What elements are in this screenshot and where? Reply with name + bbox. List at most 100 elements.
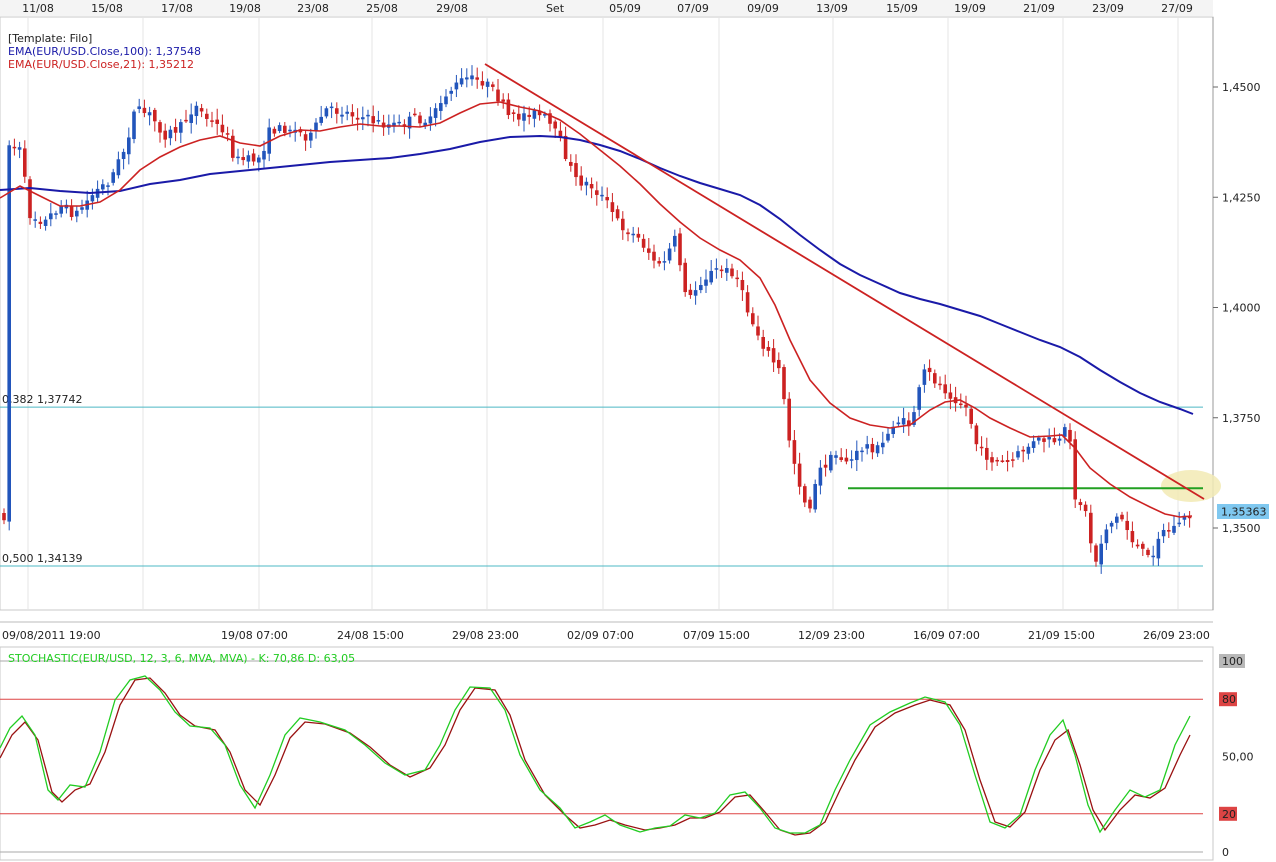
bull-candle bbox=[449, 90, 453, 94]
bear-candle bbox=[1005, 460, 1010, 463]
top-date-label: 19/09 bbox=[954, 2, 986, 15]
bull-candle bbox=[1161, 529, 1166, 537]
bull-candle bbox=[886, 433, 890, 441]
bear-candle bbox=[251, 153, 256, 162]
top-date-label: 09/09 bbox=[747, 2, 779, 15]
bear-candle bbox=[231, 135, 235, 158]
bear-candle bbox=[163, 130, 167, 140]
bear-candle bbox=[647, 248, 651, 253]
bull-candle bbox=[693, 290, 698, 296]
bear-candle bbox=[745, 292, 750, 313]
bear-candle bbox=[735, 277, 739, 280]
bear-candle bbox=[413, 113, 417, 116]
time-tick-label: 21/09 15:00 bbox=[1028, 629, 1095, 642]
time-tick-label: 26/09 23:00 bbox=[1143, 629, 1210, 642]
bull-candle bbox=[324, 108, 329, 117]
bear-candle bbox=[1042, 438, 1046, 442]
bear-candle bbox=[548, 113, 552, 124]
top-date-label: 29/08 bbox=[436, 2, 468, 15]
bull-candle bbox=[912, 412, 916, 425]
bull-candle bbox=[896, 422, 901, 425]
bear-candle bbox=[158, 122, 162, 133]
bull-candle bbox=[584, 181, 589, 186]
bear-candle bbox=[69, 205, 74, 217]
top-date-label: 17/08 bbox=[161, 2, 193, 15]
bear-candle bbox=[943, 384, 947, 394]
bear-candle bbox=[142, 107, 147, 114]
bear-candle bbox=[1167, 530, 1171, 532]
bear-candle bbox=[480, 81, 485, 86]
bear-candle bbox=[979, 446, 984, 449]
bear-candle bbox=[995, 459, 999, 462]
bear-candle bbox=[371, 116, 375, 124]
bear-candle bbox=[589, 184, 594, 189]
bull-candle bbox=[75, 210, 79, 217]
bear-candle bbox=[2, 513, 6, 521]
bull-candle bbox=[818, 467, 823, 486]
bear-candle bbox=[777, 359, 781, 369]
bear-candle bbox=[964, 404, 968, 408]
top-date-label: 07/09 bbox=[677, 2, 709, 15]
bear-candle bbox=[803, 486, 807, 503]
price-axis: 1,4500 1,4250 1,4000 1,3750 1,3500 bbox=[1213, 81, 1261, 535]
bull-candle bbox=[532, 110, 537, 119]
bear-candle bbox=[792, 440, 797, 464]
bull-candle bbox=[1182, 515, 1187, 520]
bear-candle bbox=[272, 128, 277, 134]
bull-candle bbox=[1177, 522, 1181, 525]
bull-candle bbox=[444, 96, 448, 105]
time-tick-label: 09/08/2011 19:00 bbox=[2, 629, 101, 642]
bear-candle bbox=[657, 261, 661, 264]
bear-candle bbox=[948, 392, 953, 399]
bear-candle bbox=[938, 383, 942, 386]
stoch-axis-label: 50,00 bbox=[1222, 751, 1254, 764]
stoch-axis-label: 80 bbox=[1222, 693, 1236, 706]
bear-candle bbox=[199, 108, 204, 112]
bear-candle bbox=[220, 124, 225, 133]
bull-candle bbox=[709, 270, 713, 283]
bear-candle bbox=[23, 148, 27, 177]
downtrend-line bbox=[484, 63, 1205, 500]
bear-candle bbox=[808, 499, 812, 509]
bull-candle bbox=[1031, 441, 1036, 448]
bear-candle bbox=[475, 77, 479, 80]
bull-candle bbox=[922, 369, 927, 385]
bull-candle bbox=[392, 122, 396, 127]
bull-candle bbox=[1104, 529, 1109, 544]
bull-candle bbox=[246, 155, 251, 162]
bull-candle bbox=[366, 114, 370, 117]
bull-candle bbox=[454, 82, 459, 90]
bear-candle bbox=[797, 463, 802, 487]
top-date-label: 05/09 bbox=[609, 2, 641, 15]
bear-candle bbox=[563, 135, 568, 160]
bear-candle bbox=[527, 114, 531, 117]
fib-label: 0,500 1,34139 bbox=[2, 552, 82, 565]
bear-candle bbox=[974, 425, 979, 445]
bear-candle bbox=[990, 457, 994, 463]
bear-candle bbox=[1011, 459, 1015, 461]
bull-candle bbox=[1156, 538, 1161, 559]
bull-candle bbox=[361, 117, 365, 120]
bull-candle bbox=[470, 75, 474, 80]
ema100-line bbox=[0, 134, 1194, 415]
bull-candle bbox=[345, 111, 349, 114]
bear-candle bbox=[28, 179, 32, 219]
price-tick-label: 1,4000 bbox=[1222, 302, 1261, 315]
bear-candle bbox=[537, 111, 542, 116]
bull-candle bbox=[54, 213, 58, 215]
bull-candle bbox=[1151, 555, 1155, 558]
bull-candle bbox=[1047, 437, 1051, 440]
stochastic-k-line bbox=[0, 675, 1191, 834]
bear-candle bbox=[381, 122, 386, 128]
bear-candle bbox=[782, 367, 786, 400]
bull-candle bbox=[849, 459, 854, 461]
bull-candle bbox=[121, 151, 126, 160]
time-tick-label: 02/09 07:00 bbox=[567, 629, 634, 642]
bear-candle bbox=[511, 112, 516, 115]
bull-candle bbox=[319, 116, 323, 123]
bear-candle bbox=[678, 233, 682, 266]
bear-candle bbox=[569, 161, 573, 166]
bull-candle bbox=[714, 268, 719, 270]
ema21-line bbox=[0, 101, 1193, 518]
bear-candle bbox=[418, 115, 422, 124]
